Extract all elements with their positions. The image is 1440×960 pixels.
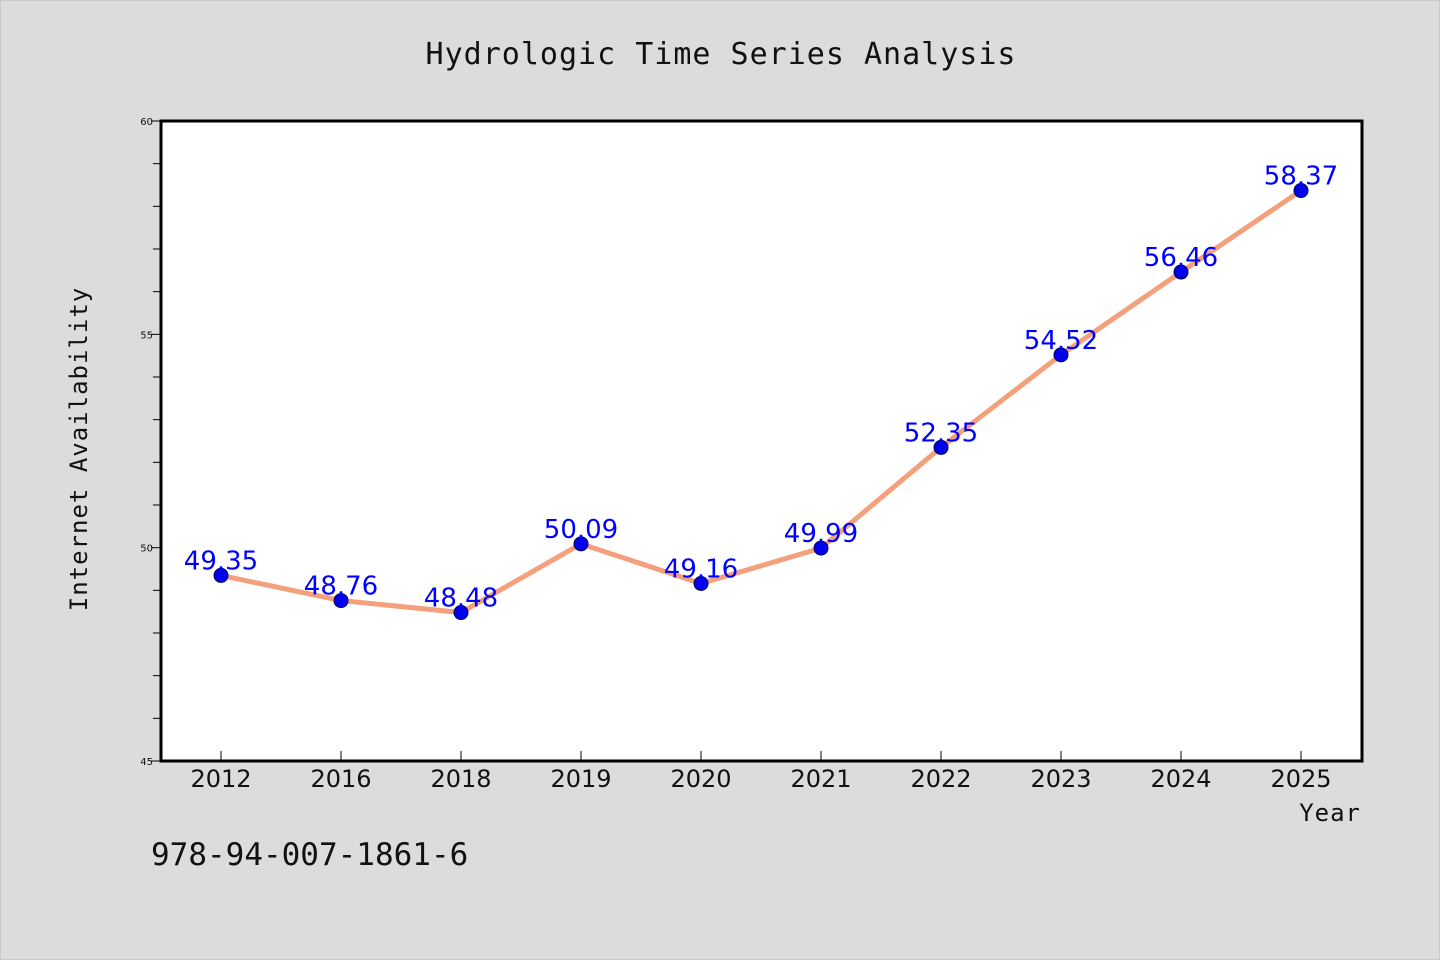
y-axis-label: Internet Availability bbox=[65, 287, 93, 611]
x-axis-ticks bbox=[220, 751, 1302, 761]
data-point bbox=[693, 576, 709, 592]
data-label: 56.46 bbox=[1144, 243, 1218, 273]
data-label: 54.52 bbox=[1024, 326, 1098, 356]
x-tick-label: 2016 bbox=[310, 765, 371, 793]
data-label: 58.37 bbox=[1264, 162, 1338, 192]
isbn-annotation: 978-94-007-1861-6 bbox=[151, 837, 468, 873]
data-label: 52.35 bbox=[904, 418, 978, 448]
chart-title: Hydrologic Time Series Analysis bbox=[426, 37, 1017, 72]
data-point bbox=[573, 536, 589, 552]
data-label: 50.09 bbox=[544, 515, 618, 545]
x-axis-tick-labels: 2012 2016 2018 2019 2020 2021 2022 2023 2024 2025 bbox=[190, 765, 1331, 793]
data-point-markers bbox=[213, 183, 1309, 621]
data-point bbox=[213, 567, 229, 583]
data-point bbox=[1173, 264, 1189, 280]
data-point bbox=[813, 540, 829, 556]
x-tick-label: 2018 bbox=[430, 765, 491, 793]
x-tick-label: 2025 bbox=[1270, 765, 1331, 793]
data-label: 49.16 bbox=[664, 555, 738, 585]
data-label: 49.35 bbox=[184, 546, 258, 576]
y-axis-ticks bbox=[151, 120, 161, 762]
data-point bbox=[1293, 183, 1309, 199]
plot-area bbox=[159, 119, 1364, 763]
x-tick-label: 2024 bbox=[1150, 765, 1211, 793]
data-label: 49.99 bbox=[784, 519, 858, 549]
x-tick-label: 2012 bbox=[190, 765, 251, 793]
y-tick-label: 45 bbox=[140, 757, 153, 768]
y-tick-label: 60 bbox=[140, 117, 153, 128]
x-tick-label: 2020 bbox=[670, 765, 731, 793]
series-line bbox=[218, 188, 1304, 616]
data-point bbox=[333, 593, 349, 609]
x-axis-label: Year bbox=[1299, 799, 1361, 827]
data-point bbox=[453, 605, 469, 621]
y-tick-label: 55 bbox=[140, 330, 153, 341]
x-tick-label: 2019 bbox=[550, 765, 611, 793]
x-tick-label: 2022 bbox=[910, 765, 971, 793]
data-point bbox=[1053, 347, 1069, 363]
x-tick-label: 2023 bbox=[1030, 765, 1091, 793]
data-label: 48.76 bbox=[304, 572, 378, 602]
y-tick-label: 50 bbox=[140, 544, 153, 555]
y-axis-tick-labels: 45 50 55 60 bbox=[140, 117, 153, 768]
data-point bbox=[933, 439, 949, 455]
data-label: 48.48 bbox=[424, 584, 498, 614]
data-labels: 49.35 48.76 48.48 50.09 49.16 49.99 52.35 54.52… bbox=[184, 162, 1338, 614]
x-tick-label: 2021 bbox=[790, 765, 851, 793]
